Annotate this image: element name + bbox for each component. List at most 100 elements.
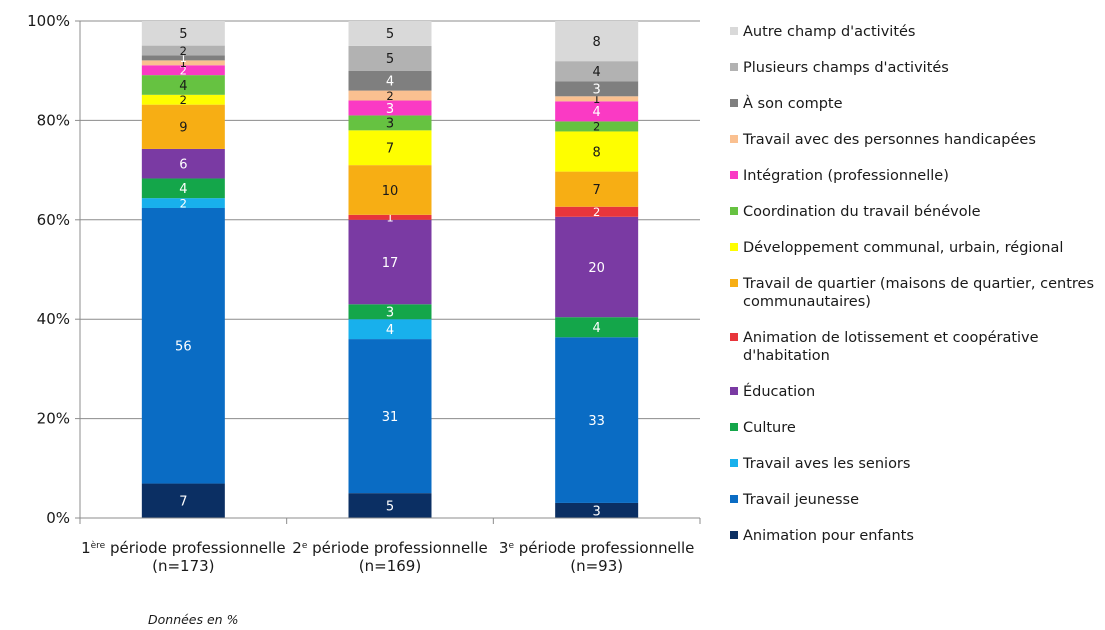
legend-label: Plusieurs champs d'activités [743, 60, 949, 76]
category-label: 3e période professionnelle [499, 539, 694, 557]
data-label: 9 [179, 121, 187, 136]
data-label: 17 [382, 256, 399, 271]
bar-segment [555, 131, 639, 172]
data-label: 1 [386, 211, 393, 225]
data-label: 2 [180, 93, 187, 107]
data-label: 3 [593, 83, 601, 98]
legend-swatch [730, 243, 738, 251]
legend-swatch [730, 27, 738, 35]
category-label: 1ère période professionnelle [81, 539, 286, 557]
legend-swatch [730, 333, 738, 341]
y-tick-label: 20% [37, 410, 70, 428]
bar-segment [348, 493, 432, 518]
data-label: 4 [593, 321, 601, 336]
bar-segment [555, 502, 639, 518]
bar-segment [348, 130, 432, 166]
bar-segment [555, 101, 639, 122]
bar-segment [348, 90, 432, 101]
legend-label: Animation de lotissement et coopérative d… [743, 330, 1039, 364]
legend-swatch [730, 531, 738, 539]
data-label: 56 [175, 340, 192, 355]
data-label: 1 [180, 51, 187, 65]
category-label: 2e période professionnelle [292, 539, 487, 557]
bar-segment [141, 21, 225, 46]
bar-segment [348, 214, 432, 220]
bar-segment [555, 121, 639, 132]
data-label: 10 [382, 184, 399, 199]
y-tick-label: 0% [46, 509, 70, 527]
y-tick-label: 60% [37, 211, 70, 229]
data-label: 31 [382, 410, 399, 425]
legend-label: Travail avec des personnes handicapées [742, 132, 1036, 148]
data-label: 1 [593, 92, 600, 106]
bar-segment [555, 337, 639, 503]
legend: Autre champ d'activités Plusieurs champs … [730, 24, 1094, 544]
bar-segment [141, 104, 225, 149]
bar-segment [555, 317, 639, 338]
bar-segment [141, 55, 225, 61]
data-label: 8 [593, 145, 601, 160]
data-label: 4 [593, 65, 601, 80]
bar-segment [348, 45, 432, 71]
bar-segment [141, 178, 225, 199]
bar-segment [141, 198, 225, 208]
data-label: 6 [179, 158, 187, 173]
bar-segment [348, 319, 432, 340]
legend-swatch [730, 207, 738, 215]
bar-segment [555, 21, 639, 62]
data-label: 5 [386, 27, 394, 42]
category-n-label: (n=169) [359, 557, 421, 575]
bar-segment [348, 115, 432, 131]
legend-label: Éducation [743, 383, 815, 400]
legend-swatch [730, 459, 738, 467]
bar-segment [348, 165, 432, 215]
bar-segment [555, 216, 639, 318]
bar-segment [141, 148, 225, 179]
bars: 7562469242112553143171107332455333420278… [141, 21, 639, 519]
bar-segment [555, 61, 639, 82]
legend-label: À son compte [743, 95, 843, 112]
bar-segment [348, 100, 432, 116]
bar-segment [555, 96, 639, 102]
bar-segment [555, 206, 639, 217]
legend-swatch [730, 495, 738, 503]
data-label: 20 [588, 261, 605, 276]
bar-segment [141, 483, 225, 518]
data-label: 2 [386, 89, 393, 103]
data-label: 5 [386, 499, 394, 514]
bar-segment [348, 304, 432, 320]
bar-segment [141, 75, 225, 95]
legend-label: Travail de quartier (maisons de quartier… [742, 276, 1094, 310]
bar-segment [555, 81, 639, 97]
bar-segment [141, 45, 225, 56]
data-label: 5 [179, 27, 187, 42]
legend-label: Culture [743, 420, 796, 436]
legend-label: Travail aves les seniors [742, 456, 910, 472]
legend-label: Animation pour enfants [743, 528, 914, 544]
data-label: 4 [593, 105, 601, 120]
bar-segment [348, 21, 432, 46]
bar-segment [348, 219, 432, 305]
data-label: 2 [180, 196, 187, 210]
legend-swatch [730, 279, 738, 287]
legend-label: Développement communal, urbain, régional [743, 240, 1063, 256]
y-tick-label: 100% [27, 12, 70, 30]
data-label: 2 [593, 120, 600, 134]
bar-segment [141, 207, 225, 484]
data-label: 3 [386, 306, 394, 321]
category-n-label: (n=93) [570, 557, 623, 575]
bar-segment [141, 60, 225, 66]
y-axis: 0% 20% 40% 60% 80% 100% [27, 12, 81, 527]
data-label: 8 [593, 35, 601, 50]
data-label: 2 [180, 44, 187, 58]
data-label: 4 [179, 182, 187, 197]
legend-swatch [730, 423, 738, 431]
x-axis: 1ère période professionnelle(n=173) 2e pé… [79, 517, 701, 575]
bar-segment [141, 65, 225, 76]
data-label: 7 [593, 183, 601, 198]
bar-segment [555, 171, 639, 207]
footnote: Données en % [148, 612, 239, 627]
data-label: 7 [386, 142, 394, 157]
data-label: 33 [588, 414, 605, 429]
legend-swatch [730, 171, 738, 179]
